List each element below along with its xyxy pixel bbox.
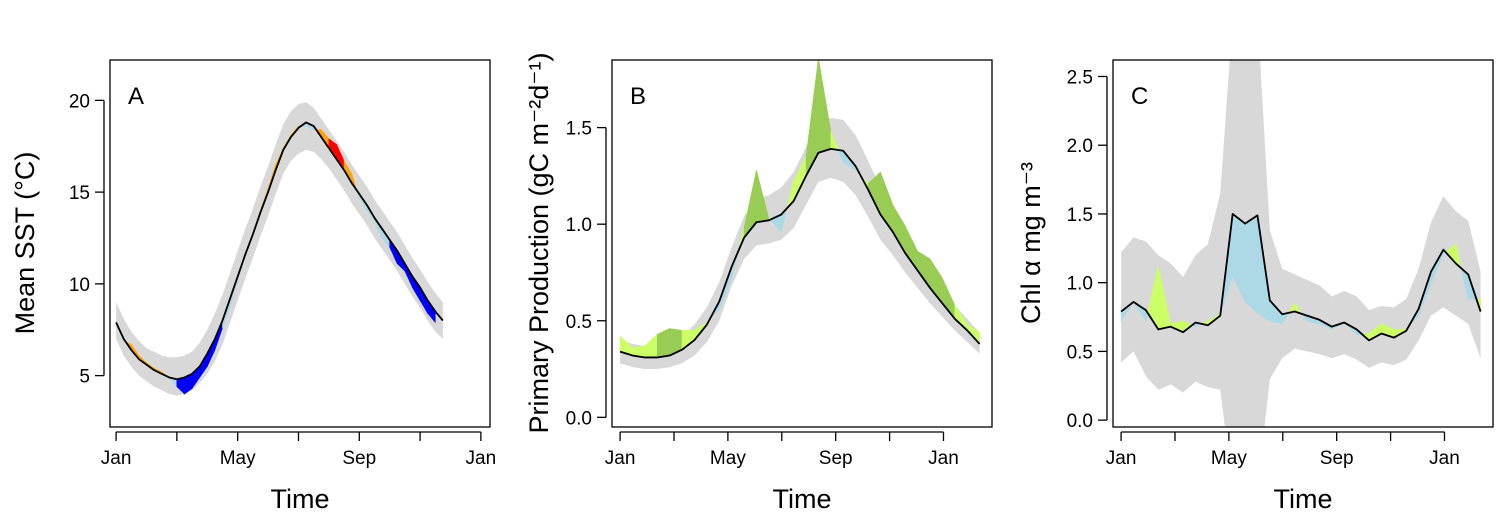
y-tick-label: 1.0 (566, 215, 592, 236)
y-tick-label: 2.0 (1067, 136, 1093, 157)
x-tick-label: Sep (1320, 448, 1354, 469)
panel-label: B (630, 83, 646, 110)
y-axis-title: Primary Production (gC m⁻²d⁻¹) (524, 52, 554, 433)
panel-frame (109, 59, 491, 428)
x-axis-title: Time (1274, 484, 1333, 514)
y-tick-label: 5 (79, 367, 90, 388)
climatology-median-line (1120, 213, 1482, 342)
plot-area (1120, 60, 1482, 427)
anomaly-fill-above (818, 60, 832, 154)
plot-area (115, 102, 444, 396)
x-tick-label: Jan (928, 448, 959, 469)
y-tick-label: 2.5 (1067, 67, 1093, 88)
y-tick-label: 0.0 (1067, 411, 1093, 432)
panel-label: C (1131, 83, 1148, 110)
x-tick-label: Jan (1429, 448, 1460, 469)
x-axis-title: Time (773, 484, 832, 514)
x-tick-label: Jan (466, 448, 497, 469)
panel-label: A (128, 83, 144, 110)
y-tick-label: 1.5 (1067, 205, 1093, 226)
anomaly-fill-above (656, 328, 670, 358)
panel-a: Jan May Sep Jan Time 5 10 15 20 Mean SST (°C) A (10, 59, 497, 514)
x-tick-label: May (710, 448, 746, 469)
y-tick-label: 20 (69, 91, 90, 112)
climatology-band (620, 117, 980, 370)
panel-b: Jan May Sep Jan Time 0.0 0.5 1.0 1.5 Primary Prod… (524, 52, 993, 514)
x-axis-title: Time (271, 484, 330, 514)
panel-c: Jan May Sep Jan Time 0.0 0.5 1.0 1.5 2.0 2.5 Chl α … (1016, 59, 1494, 514)
y-axis-title: Chl α mg m⁻³ (1016, 162, 1046, 324)
climatology-median-line (619, 147, 981, 359)
y-tick-label: 0.5 (1067, 342, 1093, 363)
x-tick-label: May (1211, 448, 1247, 469)
y-axis-title: Mean SST (°C) (10, 152, 40, 335)
y-tick-label: 15 (69, 183, 90, 204)
panel-frame (611, 59, 993, 428)
climatology-median-line (115, 121, 444, 381)
anomaly-fill-above (644, 333, 658, 358)
y-tick-label: 1.5 (566, 119, 592, 140)
climatology-band (1121, 60, 1481, 427)
plot-area (619, 60, 981, 370)
y-tick-label: 1.0 (1067, 274, 1093, 295)
anomaly-fill-below (1244, 214, 1258, 314)
y-tick-label: 10 (69, 275, 90, 296)
x-tick-label: Sep (819, 448, 853, 469)
x-tick-label: Sep (342, 448, 376, 469)
x-tick-label: Jan (101, 448, 132, 469)
x-tick-label: Jan (1106, 448, 1137, 469)
panel-frame (1112, 59, 1494, 428)
x-tick-label: May (220, 448, 256, 469)
x-tick-label: Jan (605, 448, 636, 469)
y-tick-label: 0.0 (566, 408, 592, 429)
y-tick-label: 0.5 (566, 312, 592, 333)
